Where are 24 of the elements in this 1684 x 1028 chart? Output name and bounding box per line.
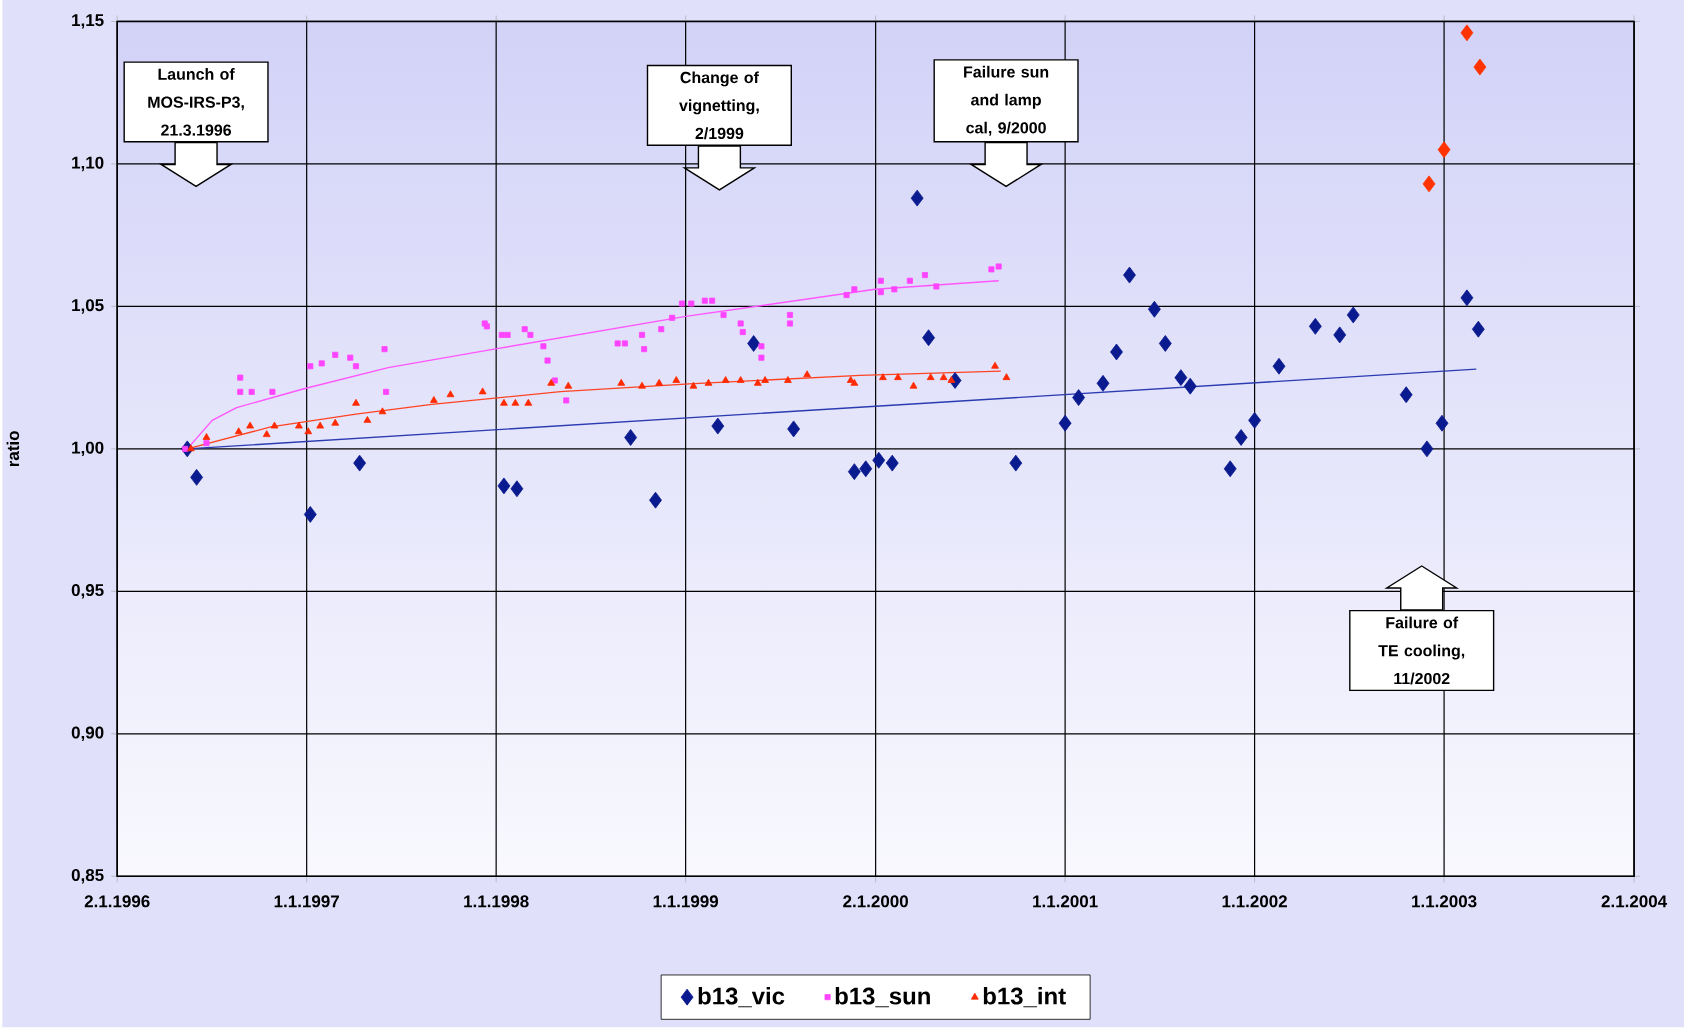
- annotation: Failure of TE cooling, 11/2002: [1378, 616, 1465, 685]
- legend-label: b13_sun: [835, 987, 930, 1008]
- y-tick-label: 1,10: [72, 156, 104, 172]
- x-tick-label: 1.1.2003: [1412, 895, 1477, 908]
- y-tick-label: 1,05: [72, 299, 104, 314]
- x-tick-label: 1.1.1999: [653, 895, 719, 908]
- y-tick-label: 0,85: [71, 869, 104, 884]
- x-tick-label: 1.1.1997: [274, 895, 339, 908]
- y-tick-label: 1,15: [72, 14, 104, 29]
- legend-label: b13_vic: [698, 987, 785, 1008]
- x-tick-label: 1.1.1998: [464, 895, 529, 908]
- x-tick-label: 1.1.2001: [1033, 895, 1098, 908]
- annotation: Failure sun and lamp cal, 9/2000: [964, 66, 1049, 137]
- annotation: Launch of MOS-IRS-P3, 21.3.1996: [148, 68, 244, 137]
- x-tick-label: 1.1.2002: [1222, 895, 1287, 908]
- y-tick-label: 0,95: [71, 584, 104, 599]
- x-tick-label: 2.1.2000: [843, 895, 908, 908]
- y-tick-label: 1,00: [72, 441, 104, 457]
- y-tick-label: 0,90: [71, 726, 104, 742]
- x-tick-label: 2.1.1996: [84, 895, 150, 908]
- annotation: Change of vignetting, 2/1999: [679, 71, 759, 140]
- y-axis-title: ratio: [6, 431, 20, 467]
- legend-label: b13_int: [983, 987, 1066, 1008]
- x-tick-label: 2.1.2004: [1601, 895, 1668, 908]
